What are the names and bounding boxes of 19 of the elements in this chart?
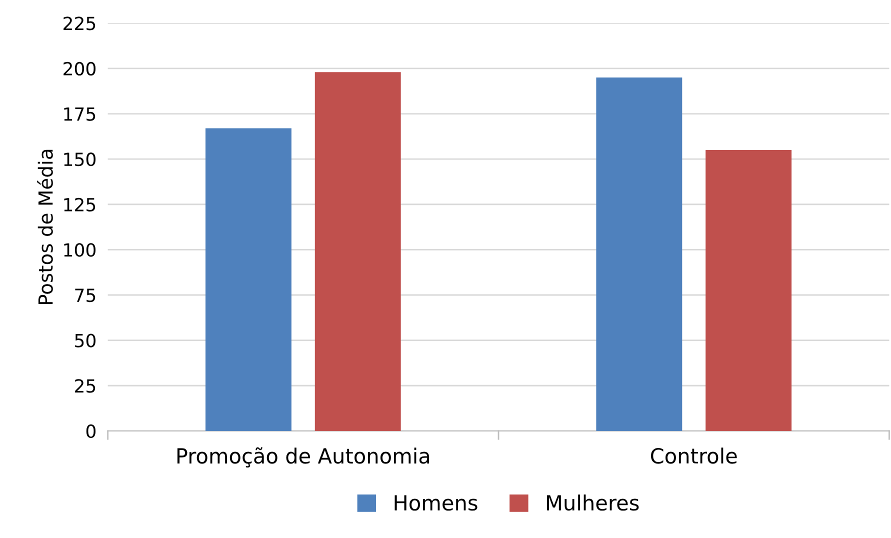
- y-tick-label: 150: [64, 152, 96, 166]
- bar: [314, 72, 401, 431]
- y-tick-label: 0: [86, 424, 96, 438]
- y-tick-label: 125: [64, 198, 96, 212]
- y-tick-label: 50: [75, 334, 96, 348]
- y-tick-label: 200: [64, 62, 96, 76]
- y-tick-label: 75: [75, 288, 96, 302]
- bar: [596, 78, 682, 431]
- legend-label: Mulheres: [547, 494, 639, 511]
- legend-label: Homens: [394, 495, 478, 511]
- y-tick-label: 100: [64, 243, 96, 257]
- x-tick-label: Controle: [650, 448, 737, 464]
- y-tick-label: 225: [64, 16, 96, 30]
- bar: [205, 128, 292, 431]
- y-axis-title: Postos de Média: [37, 150, 53, 304]
- x-tick-label: Promoção de Autonomia: [177, 447, 430, 468]
- y-tick-label: 175: [64, 107, 96, 121]
- bar: [706, 150, 792, 431]
- y-tick-label: 25: [75, 379, 96, 393]
